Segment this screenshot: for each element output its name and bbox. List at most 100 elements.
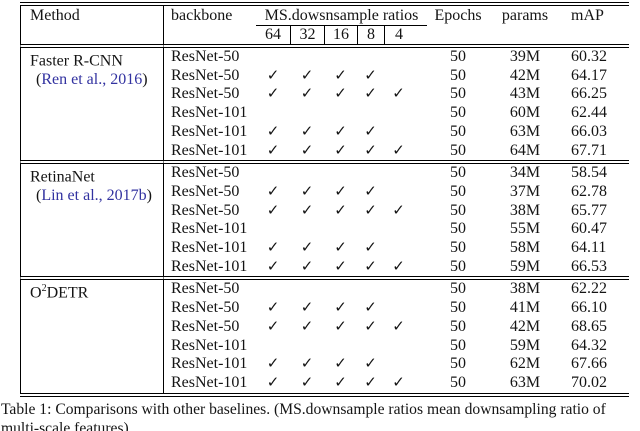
header-ratio-16: 16 [324,26,357,44]
check-cell: ✓ [364,240,377,257]
table-row: O2DETR ResNet-50 50 38M 62.22 [20,280,629,393]
method-name-text: O [30,284,42,302]
map-cell: 58.54 [571,164,607,182]
check-cell [290,280,324,299]
check-cell [324,220,357,239]
params-cell: 42M [509,317,541,335]
backbone-cell: ResNet-101 [171,141,248,159]
epochs-cell: 50 [450,104,466,122]
check-cell [384,164,427,183]
params-cell: 55M [509,220,541,238]
check-cell [290,337,324,356]
check-cell [256,164,290,183]
check-cell: ✓ [364,67,377,84]
backbone-cell: ResNet-50 [171,164,240,182]
map-cell: 67.71 [571,141,607,159]
section-divider-rule [20,276,629,281]
table-row: ResNet-101 ✓ ✓ ✓ ✓ ✓ 50 59M 66.53 [20,258,629,277]
check-cell: ✓ [334,183,347,200]
method-name: RetinaNet [21,164,163,187]
check-cell: ✓ [266,67,280,84]
check-cell [256,337,290,356]
map-cell: 62.78 [571,182,607,200]
epochs-cell: 50 [450,201,466,219]
check-cell: ✓ [334,202,347,219]
table-row: RetinaNet (Lin et al., 2017b) ResNet-50 … [20,164,629,277]
check-cell [357,164,384,183]
map-cell: 66.25 [571,85,607,103]
check-cell: ✓ [300,142,314,159]
table-top-rule [20,2,629,6]
method-superscript: 2 [41,283,47,295]
citation-link[interactable]: Lin et al., 2017b [41,187,147,205]
check-cell: ✓ [364,86,377,103]
header-ratio-8: 8 [357,26,384,44]
check-cell: ✓ [364,356,377,373]
check-cell [384,299,427,318]
check-cell [384,67,427,86]
params-cell: 42M [509,66,541,84]
backbone-cell: ResNet-101 [171,355,248,373]
check-cell [290,164,324,183]
params-cell: 37M [509,182,541,200]
check-cell: ✓ [364,374,377,391]
epochs-cell: 50 [450,182,466,200]
check-cell: ✓ [364,258,377,275]
table-subheader-row: 64 32 16 8 4 [20,26,629,44]
check-cell: ✓ [392,202,405,219]
check-cell: ✓ [266,123,280,140]
backbone-cell: ResNet-101 [171,220,248,238]
params-cell: 63M [509,122,541,140]
check-cell: ✓ [392,374,405,391]
check-cell: ✓ [334,142,347,159]
epochs-cell: 50 [450,239,466,257]
check-cell: ✓ [364,202,377,219]
check-cell [384,48,427,67]
epochs-cell: 50 [450,220,466,238]
backbone-cell: ResNet-50 [171,299,240,317]
check-cell: ✓ [334,240,347,257]
caption-line-1: Table 1: Comparisons with other baseline… [1,400,606,418]
epochs-cell: 50 [450,141,466,159]
check-cell: ✓ [364,318,377,335]
citation-paren-close: ) [146,187,152,205]
check-cell [290,104,324,123]
check-cell: ✓ [364,123,377,140]
check-cell: ✓ [364,142,377,159]
check-cell: ✓ [364,183,377,200]
check-cell: ✓ [334,67,347,84]
map-cell: 64.11 [571,239,607,257]
epochs-cell: 50 [450,164,466,182]
header-map: mAP [571,7,604,24]
check-cell: ✓ [300,123,314,140]
citation-link[interactable]: Ren et al., 2016 [41,71,143,89]
method-name-rest: DETR [46,284,89,302]
backbone-cell: ResNet-50 [171,280,240,298]
check-cell [357,337,384,356]
method-name: Faster R-CNN [21,48,163,71]
check-cell [324,337,357,356]
backbone-cell: ResNet-50 [171,48,240,65]
method-cell: O2DETR [20,280,164,393]
check-cell: ✓ [266,202,280,219]
check-cell [384,239,427,258]
table-row: ResNet-50 ✓ ✓ ✓ ✓ ✓ 50 42M 68.65 [20,318,629,337]
header-ratio-32: 32 [290,26,324,44]
table-row: ResNet-101 ✓ ✓ ✓ ✓ 50 62M 67.66 [20,355,629,374]
header-ratio-64: 64 [265,26,281,43]
backbone-cell: ResNet-101 [171,122,248,140]
backbone-cell: ResNet-101 [171,239,248,257]
params-cell: 43M [509,85,541,103]
check-cell [290,220,324,239]
params-cell: 64M [509,141,541,159]
table-row: ResNet-101 ✓ ✓ ✓ ✓ 50 58M 64.11 [20,239,629,258]
table-row: Faster R-CNN (Ren et al., 2016) ResNet-5… [20,48,629,161]
check-cell: ✓ [300,318,314,335]
backbone-cell: ResNet-101 [171,104,248,122]
table-row: ResNet-101 50 55M 60.47 [20,220,629,239]
header-bottom-rule [20,44,629,48]
backbone-cell: ResNet-50 [171,66,240,84]
table-row: ResNet-50 ✓ ✓ ✓ ✓ 50 41M 66.10 [20,299,629,318]
table-row: ResNet-101 50 59M 64.32 [20,337,629,356]
params-cell: 34M [509,164,541,182]
